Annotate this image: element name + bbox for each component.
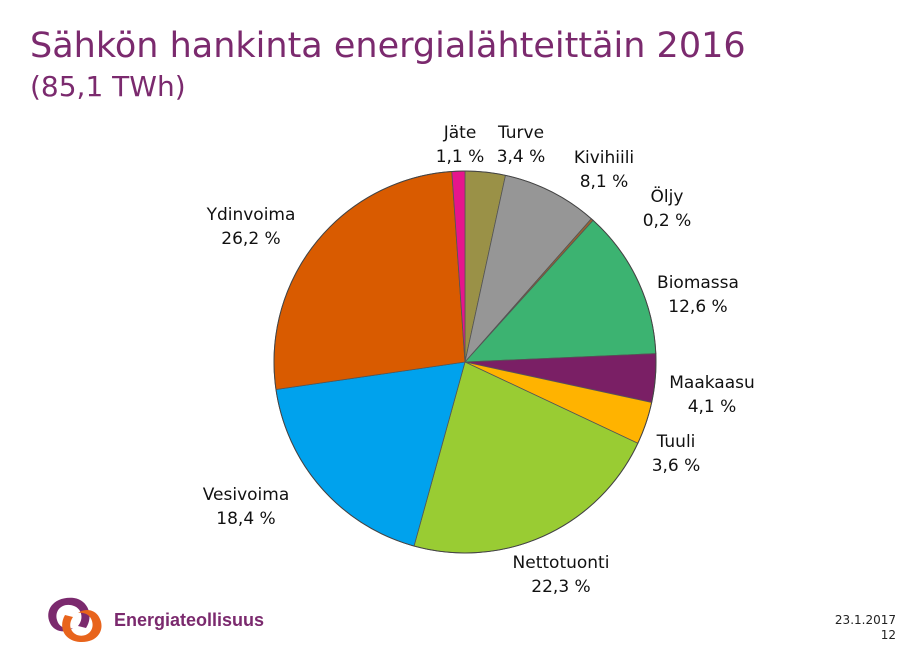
- slice-label-vesivoima: Vesivoima: [203, 485, 290, 505]
- slice-value-jäte: 1,1 %: [436, 147, 485, 167]
- slice-value-biomassa: 12,6 %: [668, 297, 727, 317]
- energiateollisuus-logo: [48, 597, 102, 643]
- slide-title: Sähkön hankinta energialähteittäin 2016: [30, 26, 746, 66]
- slice-value-vesivoima: 18,4 %: [216, 509, 275, 529]
- slice-value-öljy: 0,2 %: [643, 211, 692, 231]
- slice-label-biomassa: Biomassa: [657, 273, 739, 293]
- pie-labels: Turve 3,4 % Kivihiili 8,1 % Öljy 0,2 % Biomass…: [203, 123, 755, 597]
- slice-label-nettotuonti: Nettotuonti: [513, 553, 610, 573]
- slice-value-nettotuonti: 22,3 %: [531, 577, 590, 597]
- pie-outline: [273, 170, 657, 554]
- slice-value-ydinvoima: 26,2 %: [221, 229, 280, 249]
- slice-label-turve: Turve: [497, 123, 544, 143]
- slice-label-tuuli: Tuuli: [656, 432, 696, 452]
- slide-number: 12: [880, 628, 896, 642]
- slice-value-kivihiili: 8,1 %: [580, 172, 629, 192]
- slice-value-tuuli: 3,6 %: [652, 456, 701, 476]
- slice-value-maakaasu: 4,1 %: [688, 397, 737, 417]
- slice-label-kivihiili: Kivihiili: [574, 148, 634, 168]
- slice-label-maakaasu: Maakaasu: [669, 373, 755, 393]
- slice-label-öljy: Öljy: [651, 185, 684, 207]
- pie-slice-ydinvoima: [273, 171, 466, 390]
- slice-label-ydinvoima: Ydinvoima: [206, 205, 296, 225]
- slide-date: 23.1.2017: [834, 613, 896, 627]
- slide-subtitle: (85,1 TWh): [30, 70, 186, 103]
- slice-value-turve: 3,4 %: [497, 147, 546, 167]
- slide-footer: 23.1.2017 12: [835, 613, 896, 643]
- pie-slices: [273, 170, 657, 554]
- slice-label-jäte: Jäte: [443, 123, 477, 143]
- brand-name: Energiateollisuus: [114, 610, 265, 630]
